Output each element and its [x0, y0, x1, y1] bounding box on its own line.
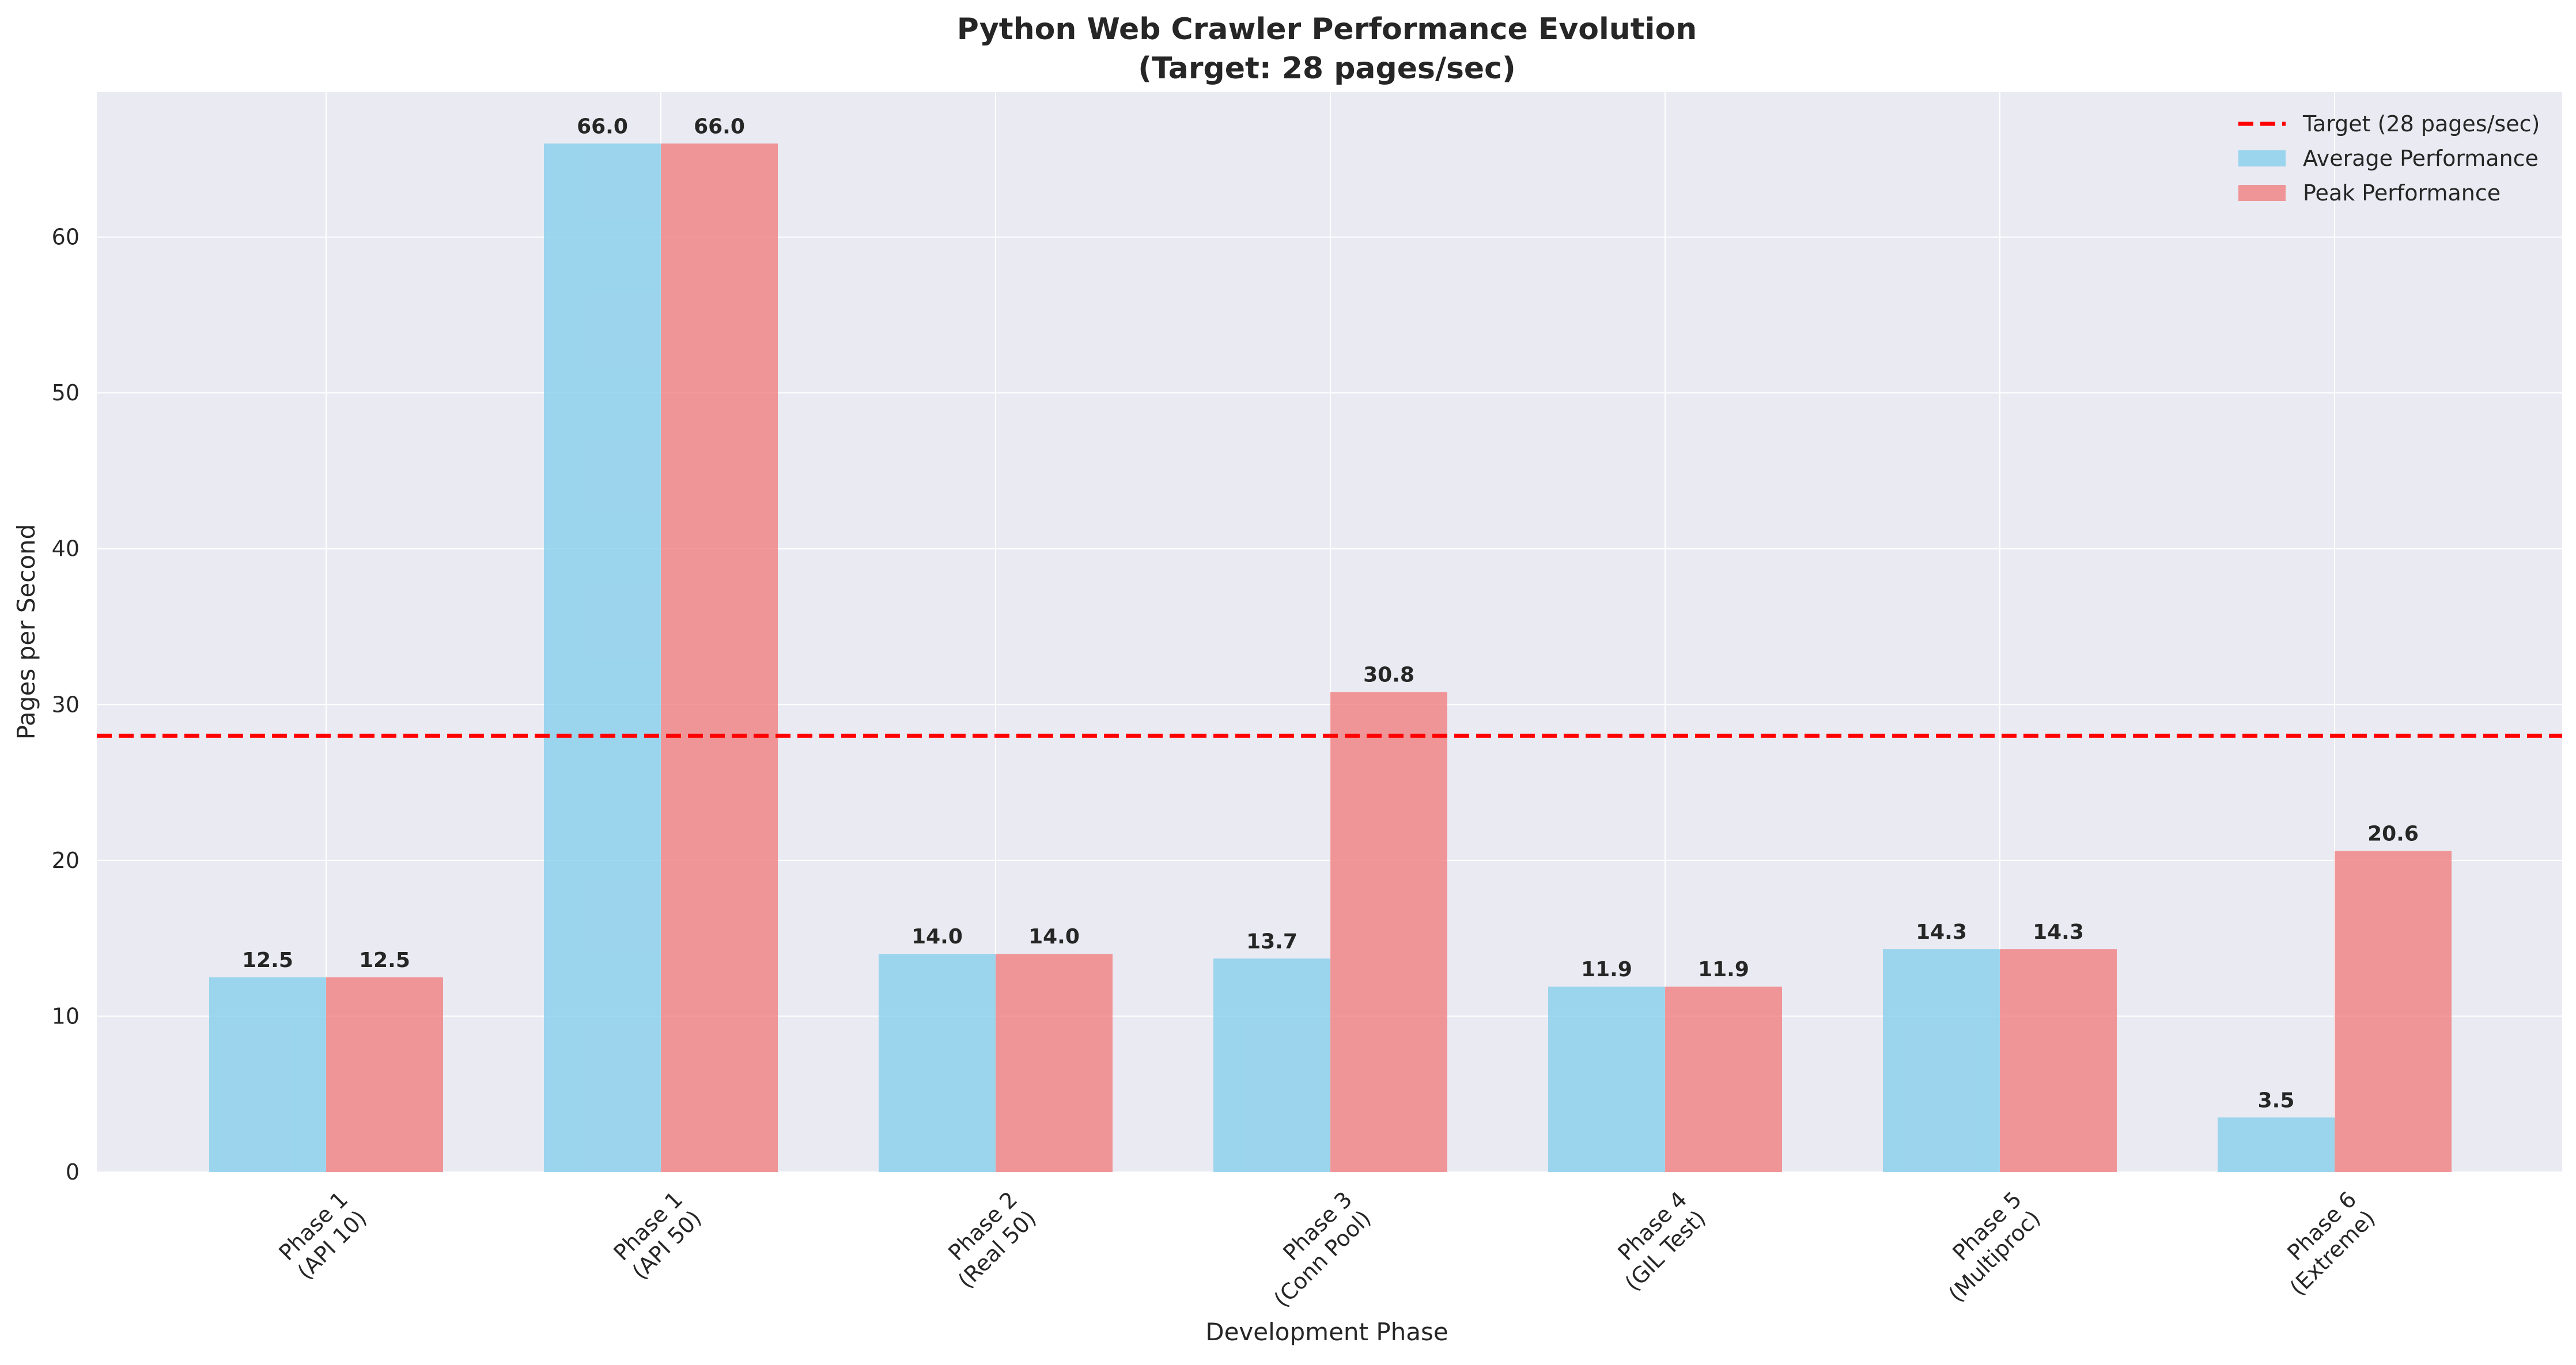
- bar-value-label: 12.5: [359, 949, 410, 972]
- y-tick-label: 40: [52, 536, 80, 562]
- y-tick-label: 10: [52, 1003, 80, 1029]
- bar: [326, 977, 443, 1172]
- bar-value-label: 14.3: [1916, 920, 1967, 944]
- bar-value-label: 14.0: [911, 925, 963, 949]
- bar-value-label: 13.7: [1246, 930, 1298, 953]
- bar: [1548, 987, 1665, 1172]
- bar-value-label: 11.9: [1698, 958, 1749, 981]
- legend: Target (28 pages/sec) Average Performance…: [2238, 111, 2540, 206]
- bar-value-label: 12.5: [242, 949, 293, 972]
- bar: [2000, 949, 2117, 1172]
- bar-value-label: 14.0: [1028, 925, 1080, 949]
- y-tick-label: 60: [52, 225, 80, 250]
- x-tick-label: Phase 4(GIL Test): [1601, 1186, 1711, 1296]
- bar: [1213, 958, 1330, 1172]
- x-axis-label: Development Phase: [1205, 1318, 1448, 1346]
- y-tick-label: 20: [52, 848, 80, 873]
- legend-label-target: Target (28 pages/sec): [2302, 111, 2540, 136]
- series-average: 12.5 66.0 14.0 13.7 11.9 14.3 3.5: [209, 115, 2335, 1172]
- x-tick-label: Phase 1(API 10): [274, 1186, 372, 1284]
- x-tick-label: Phase 1(API 50): [608, 1186, 706, 1284]
- bar: [2335, 851, 2452, 1172]
- bar: [1330, 692, 1447, 1172]
- legend-label-average: Average Performance: [2303, 146, 2539, 171]
- bar-value-label: 30.8: [1363, 663, 1414, 687]
- bar: [996, 954, 1113, 1172]
- legend-swatch-peak: [2238, 185, 2286, 201]
- x-tick-label: Phase 6(Extreme): [2266, 1186, 2380, 1300]
- bar: [209, 977, 326, 1172]
- y-tick-label: 0: [66, 1159, 80, 1185]
- bar-value-label: 11.9: [1581, 958, 1632, 981]
- bar-value-label: 14.3: [2033, 920, 2084, 944]
- legend-label-peak: Peak Performance: [2303, 180, 2501, 206]
- bar-value-label: 66.0: [694, 115, 745, 138]
- x-tick-label: Phase 2(Real 50): [935, 1186, 1041, 1293]
- x-tick-label: Phase 3(Conn Pool): [1250, 1186, 1376, 1312]
- x-tick-label: Phase 5(Multiproc): [1925, 1186, 2045, 1307]
- bar: [1665, 987, 1782, 1172]
- legend-swatch-average: [2238, 150, 2286, 166]
- chart-title: Python Web Crawler Performance Evolution: [957, 12, 1697, 47]
- bar-value-label: 20.6: [2367, 822, 2419, 846]
- bar: [1883, 949, 2000, 1172]
- bar: [544, 143, 661, 1172]
- bar: [2218, 1117, 2335, 1172]
- y-tick-label: 50: [52, 380, 80, 405]
- series-peak: 12.5 66.0 14.0 30.8 11.9 14.3 20.6: [326, 115, 2452, 1172]
- bar-value-label: 66.0: [577, 115, 628, 138]
- bar-value-label: 3.5: [2258, 1089, 2295, 1112]
- chart-subtitle: (Target: 28 pages/sec): [1138, 51, 1516, 86]
- y-axis-label: Pages per Second: [12, 524, 40, 740]
- bar: [879, 954, 996, 1172]
- y-tick-label: 30: [52, 692, 80, 717]
- bar: [661, 143, 778, 1172]
